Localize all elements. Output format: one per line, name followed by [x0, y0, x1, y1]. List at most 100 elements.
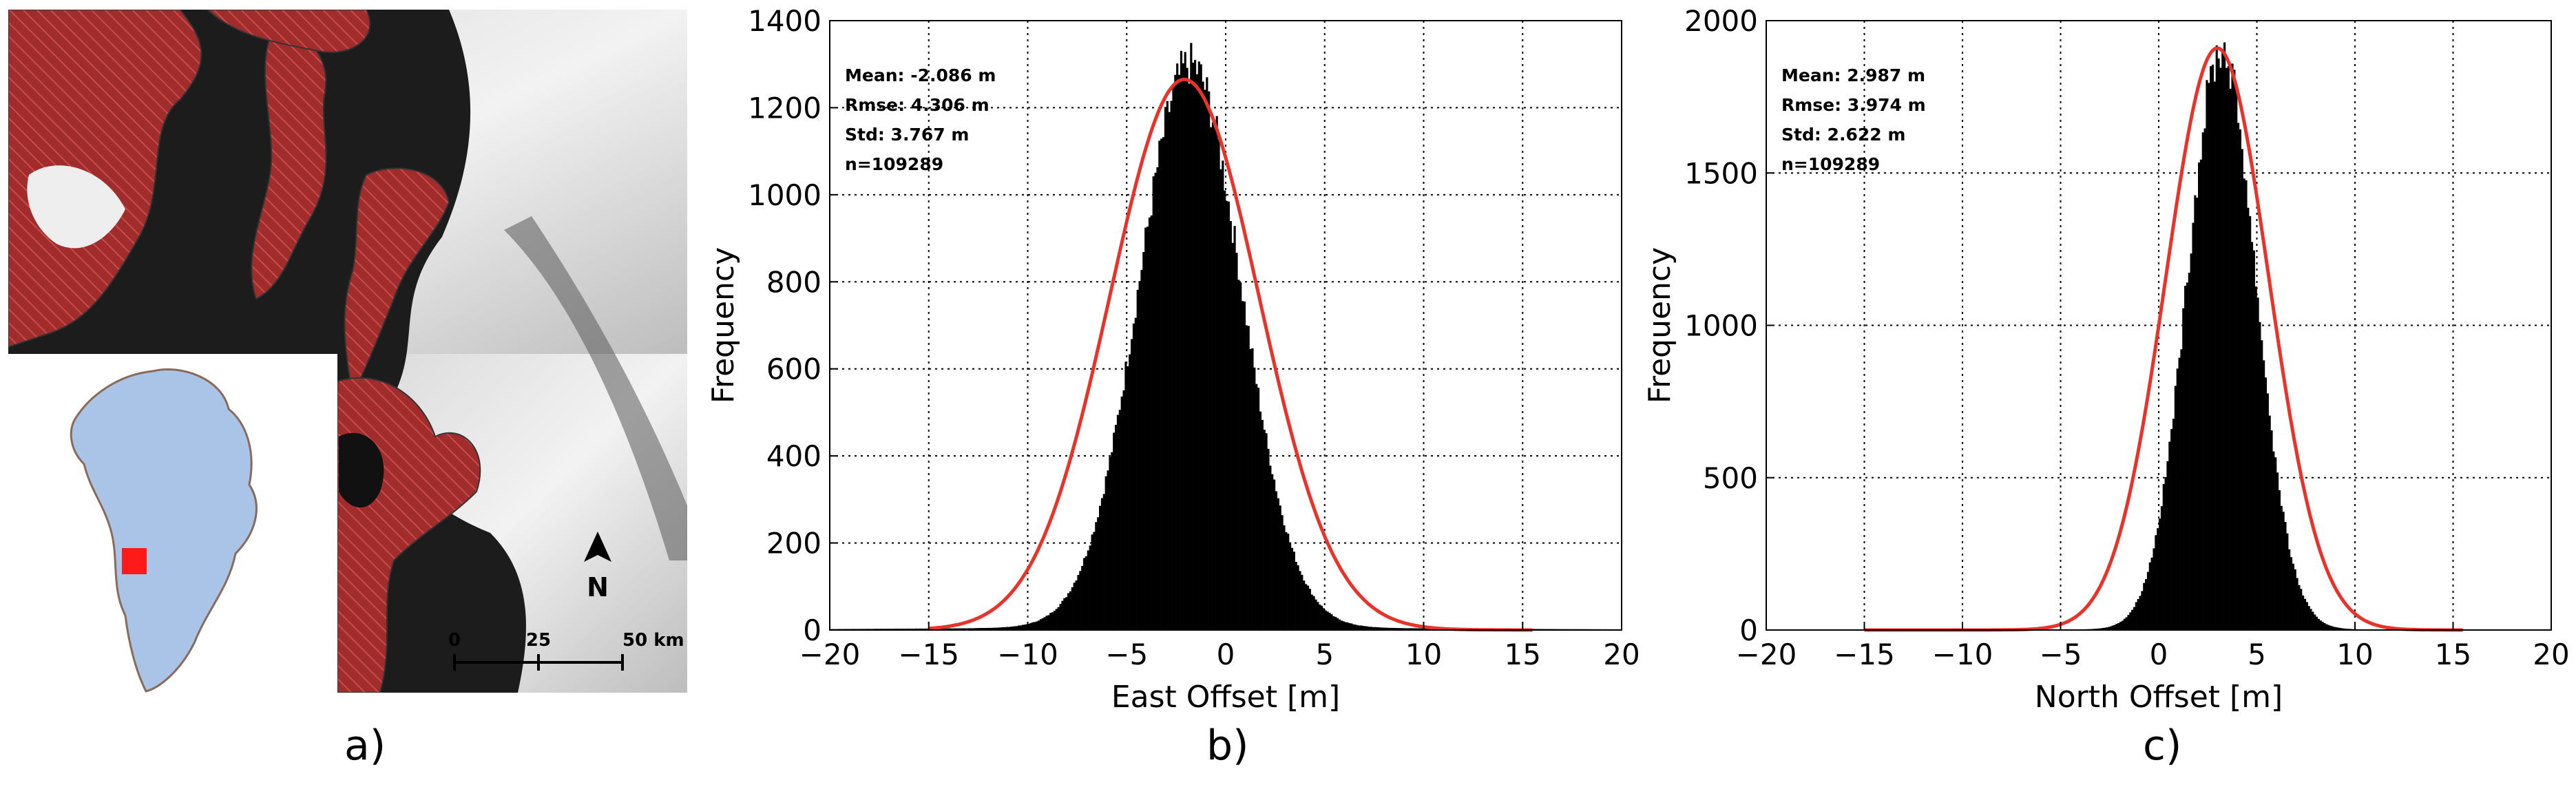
histogram-bar: [2256, 297, 2259, 630]
histogram-bar: [1417, 628, 1421, 630]
histogram-bar: [1069, 591, 1072, 630]
histogram-bar: [2208, 83, 2210, 631]
histogram-bar: [2131, 609, 2134, 630]
dark-streak: [504, 216, 687, 560]
north-label: N: [587, 572, 609, 602]
x-tick-label: 15: [2435, 638, 2471, 671]
y-tick-label: 1000: [748, 178, 821, 212]
y-tick-label: 800: [766, 265, 821, 299]
histogram-bar: [1158, 140, 1161, 630]
land-mask-center: [251, 32, 327, 300]
y-tick-label: 400: [766, 439, 821, 473]
histogram-bar: [1233, 226, 1236, 630]
histogram-bar: [2314, 614, 2316, 630]
histogram-bar: [1127, 366, 1129, 630]
histogram-bar: [2141, 591, 2144, 630]
x-tick-label: 20: [1603, 638, 1640, 671]
histogram-bar: [1055, 609, 1058, 630]
histogram-bar: [986, 627, 989, 630]
histogram-bar: [2247, 207, 2250, 631]
histogram-bar: [1263, 430, 1266, 630]
histogram-bar: [1414, 628, 1416, 630]
histogram-bar: [992, 627, 994, 630]
histogram-bar: [1172, 85, 1175, 630]
histogram-bar: [1273, 479, 1276, 630]
histogram-bar: [2113, 625, 2116, 630]
histogram-bar: [1166, 101, 1169, 630]
histogram-bar: [1403, 628, 1406, 630]
histogram-bar: [1324, 610, 1327, 630]
histogram-bar: [1317, 602, 1319, 630]
histogram-bar: [2264, 377, 2268, 630]
histogram-bar: [1257, 388, 1260, 630]
histogram-bar: [1045, 616, 1048, 630]
histogram-bar: [1089, 545, 1091, 630]
panel-label-c: c): [2143, 722, 2182, 770]
histogram-bar: [2221, 52, 2224, 631]
y-axis-label: Frequency: [1642, 247, 1677, 403]
x-tick-label: 10: [2336, 638, 2373, 671]
histogram-bar: [1148, 217, 1151, 631]
histogram-bar: [1057, 607, 1060, 630]
histogram-bar: [1229, 220, 1232, 630]
histogram-bar: [2160, 506, 2163, 630]
histogram-bar: [1049, 613, 1052, 630]
histogram-bar: [2102, 627, 2104, 630]
histogram-bar: [1249, 348, 1252, 630]
histogram-bar: [2303, 598, 2307, 630]
histogram-bar: [2148, 562, 2151, 630]
ice-cap-white: [27, 165, 126, 249]
histogram-bar: [1292, 552, 1295, 630]
histogram-bar: [1132, 323, 1135, 630]
scale-tick-25: 25: [526, 630, 551, 651]
x-tick-label: −5: [1105, 638, 1148, 671]
histogram-bar: [1338, 619, 1341, 630]
histogram-bar: [1303, 580, 1306, 630]
histogram-bar: [2194, 195, 2197, 631]
histogram-bar: [2319, 620, 2322, 630]
histogram-bar: [2263, 360, 2265, 630]
histogram-bar: [1087, 550, 1089, 630]
histogram-bar: [984, 627, 987, 630]
histogram-bar: [1122, 390, 1125, 630]
histogram-bar: [1330, 614, 1333, 630]
histogram-bar: [1039, 619, 1042, 630]
histogram-bar: [1279, 505, 1281, 630]
histogram-bar: [2119, 622, 2122, 630]
histogram-bar: [960, 628, 963, 630]
y-tick-label: 1200: [748, 91, 821, 125]
histogram-bar: [1116, 415, 1120, 630]
histogram-bar: [946, 628, 949, 630]
histogram-bar: [1419, 628, 1422, 630]
histogram-bar: [2201, 132, 2204, 631]
histogram-bar: [2288, 549, 2291, 630]
histogram-bar: [1396, 628, 1399, 630]
histogram-bar: [1315, 599, 1317, 630]
x-axis-label: North Offset [m]: [2035, 680, 2283, 715]
histogram-bar: [2210, 66, 2212, 631]
histogram-bar: [2290, 557, 2293, 630]
histogram-bar: [1217, 139, 1220, 631]
histogram-bar: [1037, 620, 1040, 630]
histogram-bar: [1390, 627, 1392, 630]
histogram-bar: [1136, 289, 1139, 630]
histogram-bar: [1176, 63, 1179, 630]
histogram-bar: [2337, 627, 2340, 630]
stats-line: Mean: -2.086 m: [845, 65, 996, 85]
histogram-bar: [1253, 367, 1256, 630]
histogram-bar: [1376, 627, 1379, 630]
histogram-bar: [2180, 349, 2183, 630]
histogram-bar: [1200, 64, 1202, 631]
histogram-bar: [2106, 627, 2108, 630]
land-mask-southwest: [339, 432, 384, 508]
histogram-bar: [2166, 461, 2169, 630]
histogram-bar: [972, 628, 975, 630]
scale-tick-0: 0: [448, 630, 461, 651]
histogram-bar: [1077, 575, 1080, 630]
histogram-bar: [2341, 628, 2344, 630]
histogram-bar: [1168, 112, 1171, 630]
histogram-bar: [1146, 227, 1149, 631]
histogram-bar: [2259, 322, 2261, 630]
stats-line: n=109289: [845, 154, 943, 174]
histogram-bar: [1265, 433, 1268, 630]
